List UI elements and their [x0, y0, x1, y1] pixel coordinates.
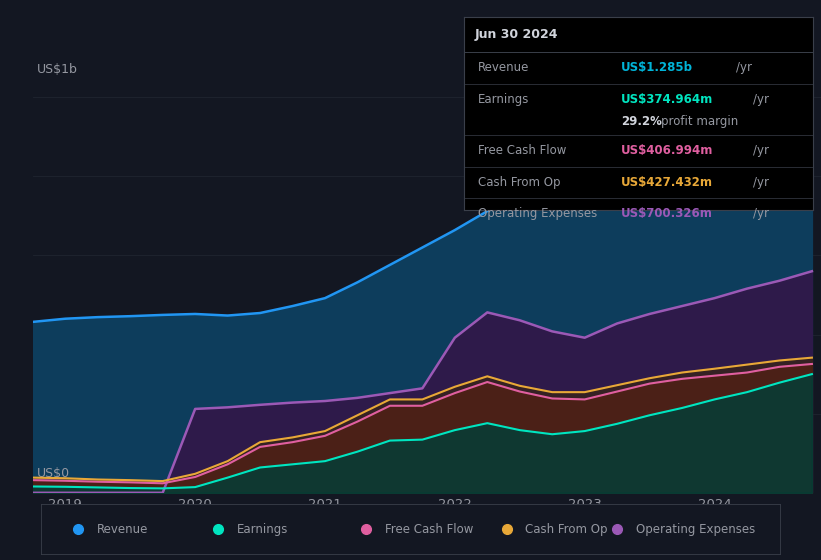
Text: Earnings: Earnings	[237, 522, 288, 536]
Text: Revenue: Revenue	[97, 522, 148, 536]
Text: 29.2%: 29.2%	[621, 115, 662, 128]
Text: US$700.326m: US$700.326m	[621, 207, 713, 221]
Text: Operating Expenses: Operating Expenses	[478, 207, 597, 221]
Text: US$374.964m: US$374.964m	[621, 94, 713, 106]
Text: Cash From Op: Cash From Op	[525, 522, 608, 536]
Text: Revenue: Revenue	[478, 60, 530, 73]
Text: US$1.285b: US$1.285b	[621, 60, 693, 73]
Text: Free Cash Flow: Free Cash Flow	[478, 143, 566, 157]
Text: /yr: /yr	[754, 176, 769, 189]
Text: Jun 30 2024: Jun 30 2024	[475, 27, 557, 41]
Text: US$1b: US$1b	[37, 63, 78, 76]
Text: US$0: US$0	[37, 466, 70, 480]
Text: /yr: /yr	[754, 94, 769, 106]
Text: Operating Expenses: Operating Expenses	[636, 522, 755, 536]
Text: US$406.994m: US$406.994m	[621, 143, 713, 157]
Text: /yr: /yr	[754, 143, 769, 157]
Bar	[553, 56, 617, 493]
Text: US$427.432m: US$427.432m	[621, 176, 713, 189]
Text: Earnings: Earnings	[478, 94, 530, 106]
Text: /yr: /yr	[754, 207, 769, 221]
Text: /yr: /yr	[736, 60, 752, 73]
Text: Free Cash Flow: Free Cash Flow	[385, 522, 473, 536]
Text: Cash From Op: Cash From Op	[478, 176, 560, 189]
Text: profit margin: profit margin	[661, 115, 738, 128]
